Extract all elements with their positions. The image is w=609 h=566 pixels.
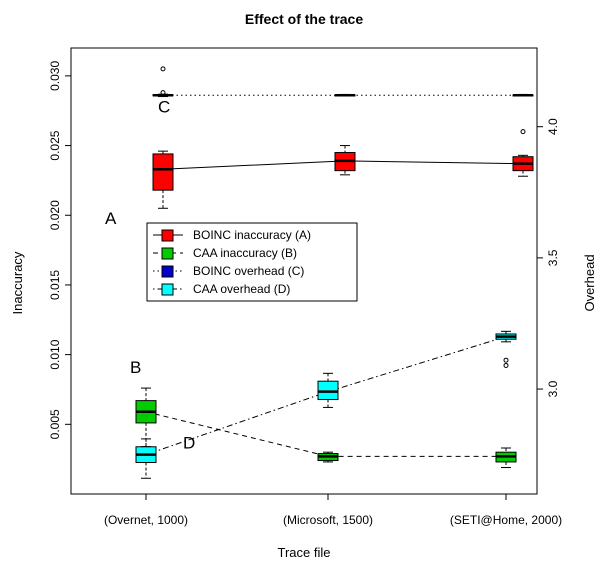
x-tick-label: (Overnet, 1000) [104, 513, 188, 527]
y-left-tick-label: 0.020 [48, 200, 62, 230]
legend-swatch [161, 247, 174, 260]
plot-layer: 0.005 0.010 0.015 0.020 0.025 0.030 3.0 3.5 4.0 (… [48, 61, 562, 527]
outlier-point [160, 66, 166, 72]
y-left-tick-label: 0.015 [48, 270, 62, 300]
legend-swatch [161, 229, 174, 242]
legend-label: CAA overhead (D) [193, 282, 290, 296]
outlier-point [503, 357, 509, 363]
y-axis-label-left: Inaccuracy [10, 251, 25, 314]
y-right-tick-label: 3.0 [546, 380, 560, 397]
outlier-point [520, 129, 526, 135]
series-line-3 [145, 336, 507, 456]
x-tick-label: (SETI@Home, 2000) [450, 513, 562, 527]
y-left-tick-label: 0.025 [48, 130, 62, 160]
y-right-tick-label: 3.5 [546, 249, 560, 266]
chart-title: Effect of the trace [245, 11, 363, 27]
y-left-tick-label: 0.010 [48, 339, 62, 369]
legend-box [146, 222, 358, 302]
legend-label: BOINC inaccuracy (A) [193, 228, 311, 242]
box [152, 153, 174, 191]
x-tick-label: (Microsoft, 1500) [283, 513, 373, 527]
box [317, 380, 339, 401]
outlier-point [503, 362, 509, 368]
legend-label: CAA inaccuracy (B) [193, 246, 297, 260]
y-right-tick-label: 4.0 [546, 118, 560, 135]
legend-label: BOINC overhead (C) [193, 264, 304, 278]
y-left-tick-label: 0.005 [48, 409, 62, 439]
x-axis-label: Trace file [278, 545, 331, 560]
annotation-b: B [130, 358, 141, 377]
series-line-1 [145, 411, 506, 457]
annotation-a: A [105, 209, 117, 228]
y-axis-label-right: Overhead [582, 254, 597, 311]
legend-swatch [161, 283, 174, 296]
annotation-c: C [158, 98, 170, 117]
annotation-d: D [183, 433, 195, 452]
legend-swatch [161, 265, 174, 278]
y-left-tick-label: 0.030 [48, 61, 62, 91]
plot-frame [70, 47, 538, 495]
outlier-point [160, 90, 166, 96]
